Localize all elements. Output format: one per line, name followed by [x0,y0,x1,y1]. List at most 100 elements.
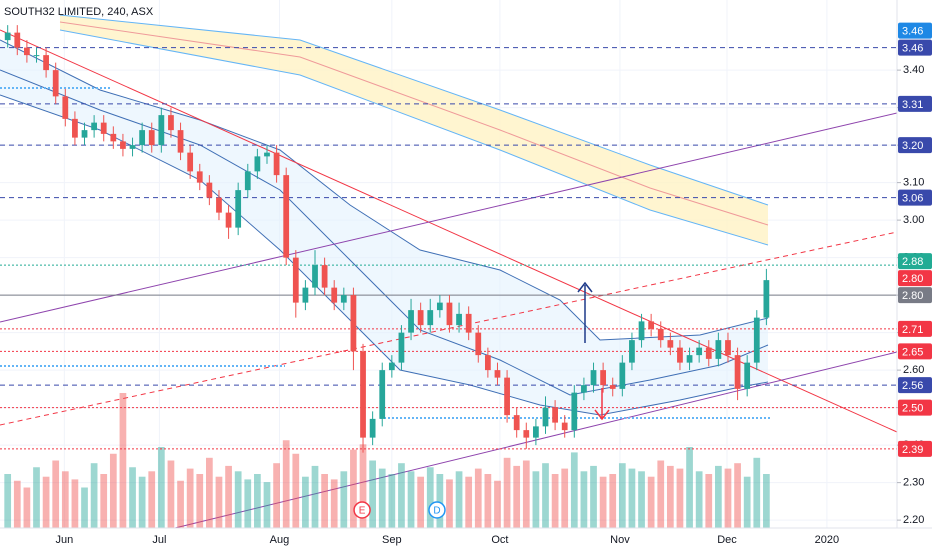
volume-bar [254,474,261,528]
candle-body [571,392,578,431]
volume-bar [378,468,386,528]
candle-body [24,47,30,56]
candle-body [763,280,770,318]
volume-bar [359,444,367,528]
candle-body [734,355,741,389]
candle-body [475,332,482,356]
candle-body [629,340,635,363]
candle-body [484,355,491,371]
volume-bar [273,463,280,528]
volume-bar [4,474,12,528]
volume-bar [282,440,290,528]
volume-bar [109,453,117,528]
candle-body [158,115,165,146]
volume-bar [129,467,136,528]
volume-bar [215,476,223,528]
volume-bar [350,449,357,528]
volume-bar [225,465,232,528]
volume-bar [206,457,213,528]
candle-body [657,328,664,341]
volume-bar [167,460,175,528]
volume-bar [695,471,703,528]
candle-body [216,197,222,213]
candle-body [283,175,290,258]
volume-bar [52,460,60,528]
volume-bar [551,474,559,528]
candle-body [417,310,424,326]
candle-body [196,171,203,183]
volume-bar [734,463,741,528]
level-box [898,377,932,394]
candle-body [446,302,453,326]
volume-bar [446,479,453,528]
candle-body [408,310,414,333]
candle-body [120,141,126,149]
volume-bar [196,474,204,528]
level-box [898,287,932,304]
volume-bar [417,476,425,528]
candle-body [686,355,693,363]
candle-body [100,122,107,134]
volume-bar [340,471,348,528]
candle-body [590,370,597,386]
channel-mid [0,69,769,396]
volume-bar [580,471,588,528]
candle-body [129,145,136,149]
x-tick-label: Nov [610,534,630,546]
volume-bar [436,474,444,528]
candle-body [321,265,328,288]
volume-bar [561,468,569,528]
candle-body [494,370,501,378]
level-label: 3.06 [902,193,923,205]
cloud-mid [59,21,769,226]
cloud-lower [59,29,769,246]
level-label: 2.39 [902,444,923,456]
candle-body [523,430,530,438]
level-box [898,22,932,39]
volume-bar [244,479,252,528]
candle-body [388,362,395,371]
candle-body [379,370,386,419]
level-box [898,189,932,206]
x-tick-label: Aug [270,534,290,546]
volume-bar [715,465,722,528]
level-label: 3.46 [902,43,923,55]
level-label: 3.20 [902,140,923,152]
candle-body [619,362,626,389]
candle-body [715,340,722,359]
volume-bar [234,471,242,528]
candle-body [225,212,232,228]
candle-body [81,130,88,138]
volume-bar [494,480,501,528]
candle-body [43,55,49,71]
volume [4,393,770,528]
volume-bar [71,479,79,528]
level-label: 2.88 [902,256,923,268]
chart-title: SOUTH32 LIMITED, 240, ASX [4,6,154,18]
volume-bar [100,474,108,528]
volume-bar [763,474,770,528]
level-box [898,95,932,112]
candle-body [638,321,645,341]
level-label: 2.80 [902,290,923,302]
volume-bar [513,465,521,528]
volume-bar [23,487,31,528]
volume-bar [705,474,713,528]
level-box [898,270,932,287]
candle-body [533,426,539,438]
event-label: D [433,506,440,517]
volume-bar [90,463,98,528]
x-tick-label: Jun [55,534,73,546]
volume-bar [61,471,69,528]
candle-body [436,302,443,311]
volume-bar [81,487,88,528]
axes: 2.202.302.402.502.602.702.802.903.003.10… [55,22,932,546]
candle-body [561,422,568,431]
volume-bar [647,476,655,528]
candle-body [4,32,11,41]
channel-band [0,40,768,415]
volume-bar [321,474,328,528]
event-label: E [359,506,366,517]
level-label: 3.31 [902,99,923,111]
